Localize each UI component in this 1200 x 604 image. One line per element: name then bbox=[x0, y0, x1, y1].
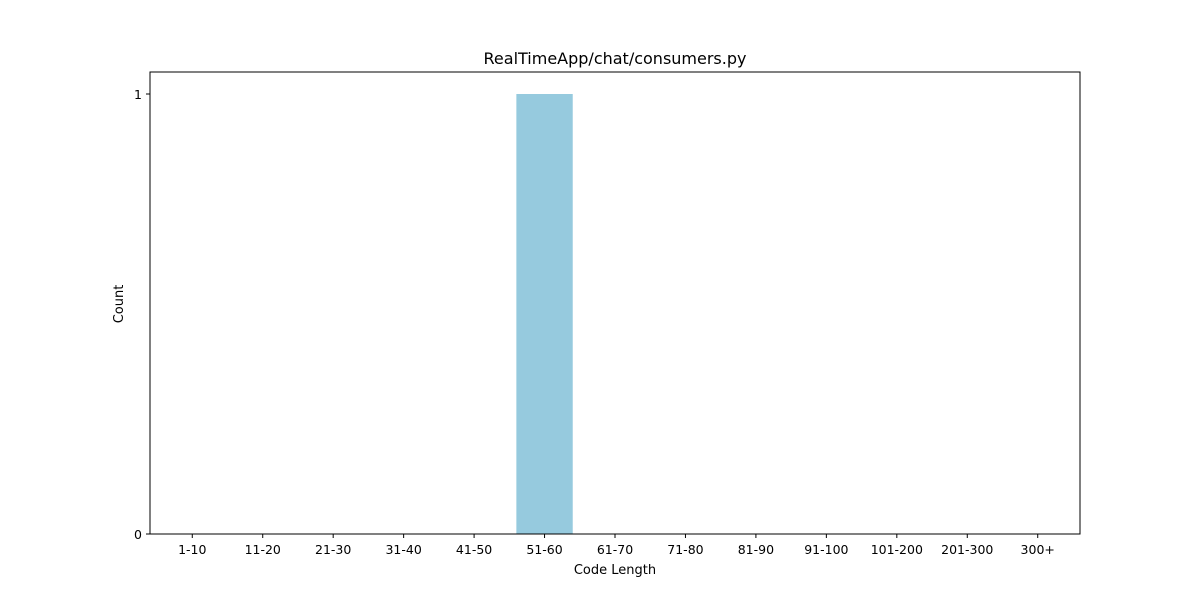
x-tick-label: 71-80 bbox=[667, 542, 703, 557]
x-tick-label: 1-10 bbox=[178, 542, 206, 557]
x-tick-label: 21-30 bbox=[315, 542, 351, 557]
plot-frame bbox=[149, 71, 1081, 535]
x-tick-label: 41-50 bbox=[456, 542, 492, 557]
x-tick-label: 11-20 bbox=[245, 542, 281, 557]
x-tick-label: 51-60 bbox=[526, 542, 562, 557]
x-tick-label: 91-100 bbox=[804, 542, 848, 557]
x-tick-label: 61-70 bbox=[597, 542, 633, 557]
x-tick-label: 201-300 bbox=[941, 542, 993, 557]
bars-group bbox=[516, 94, 573, 534]
y-tick-label: 0 bbox=[134, 527, 142, 542]
chart-title: RealTimeApp/chat/consumers.py bbox=[484, 49, 747, 68]
y-axis-label: Count bbox=[112, 285, 127, 324]
x-tick-label: 300+ bbox=[1021, 542, 1055, 557]
y-axis-ticks: 01 bbox=[134, 87, 150, 542]
x-tick-label: 81-90 bbox=[738, 542, 774, 557]
y-tick-label: 1 bbox=[134, 87, 142, 102]
x-tick-label: 101-200 bbox=[871, 542, 923, 557]
x-axis-ticks: 1-10 11-20 21-30 31-40 41-50 51-60 61-70 71-80 8… bbox=[178, 534, 1055, 557]
bar-51-60 bbox=[516, 94, 573, 534]
x-axis-label: Code Length bbox=[574, 563, 656, 578]
x-tick-label: 31-40 bbox=[385, 542, 421, 557]
